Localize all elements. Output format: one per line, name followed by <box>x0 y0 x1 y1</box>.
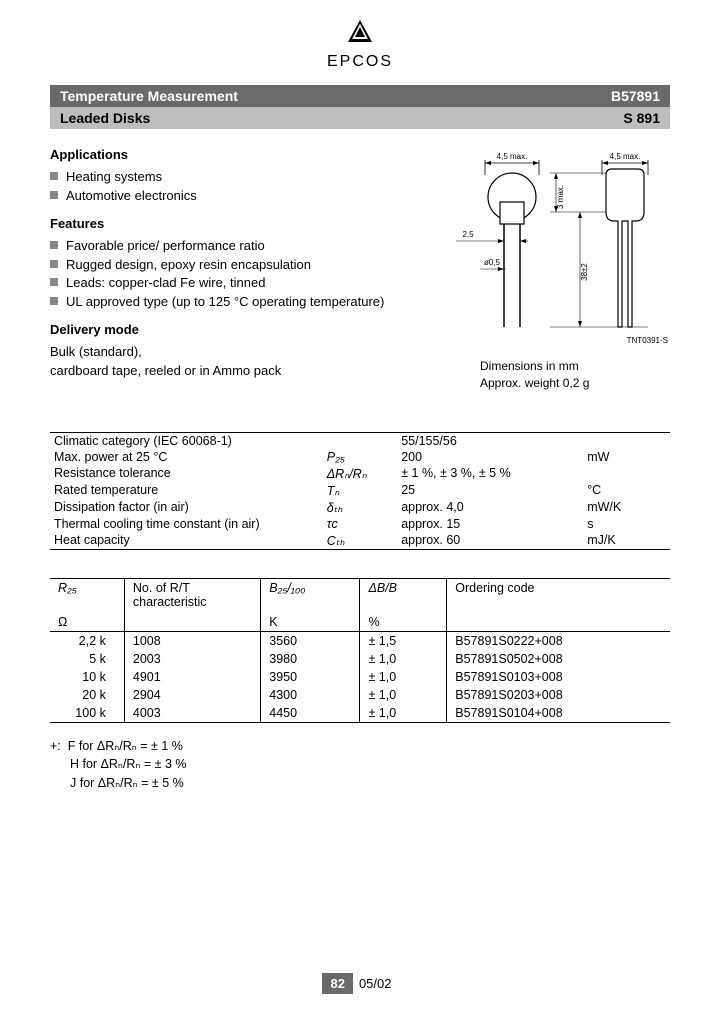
spec-sym <box>323 432 397 449</box>
delivery-text: Bulk (standard), cardboard tape, reeled … <box>50 343 425 381</box>
header-series: S 891 <box>623 110 660 126</box>
header-bar-dark: Temperature Measurement B57891 <box>50 85 670 107</box>
svg-text:3 max.: 3 max. <box>556 185 565 209</box>
svg-text:38±2: 38±2 <box>580 263 589 281</box>
tolerance-note: +: F for ΔRₙ/Rₙ = ± 1 % H for ΔRₙ/Rₙ = ±… <box>50 737 670 793</box>
col-r25: R₂₅ <box>50 578 124 611</box>
page-footer: 8205/02 <box>0 973 720 994</box>
list-item: Leads: copper-clad Fe wire, tinned <box>50 274 425 293</box>
list-item: Favorable price/ performance ratio <box>50 237 425 256</box>
spec-unit <box>583 432 670 449</box>
applications-heading: Applications <box>50 147 425 162</box>
component-diagram: 4,5 max. 2,5 ø0,5 <box>450 147 670 347</box>
svg-text:TNT0391-S: TNT0391-S <box>627 336 668 345</box>
svg-text:2,5: 2,5 <box>462 230 474 239</box>
spec-label: Climatic category (IEC 60068-1) <box>50 432 323 449</box>
col-code: Ordering code <box>447 578 670 611</box>
col-rt: No. of R/T characteristic <box>124 578 260 611</box>
table-row: 5 k20033980± 1,0B57891S0502+008 <box>50 650 670 668</box>
specs-table: Climatic category (IEC 60068-1) 55/155/5… <box>50 432 670 550</box>
brand-logo: EPCOS <box>50 20 670 71</box>
svg-text:4,5 max.: 4,5 max. <box>610 152 641 161</box>
svg-text:4,5 max.: 4,5 max. <box>497 152 528 161</box>
epcos-triangle-icon <box>344 20 376 48</box>
footer-date: 05/02 <box>353 973 398 994</box>
ordering-table: R₂₅ No. of R/T characteristic B₂₅/₁₀₀ ΔB… <box>50 578 670 723</box>
header-partno: B57891 <box>611 88 660 104</box>
delivery-heading: Delivery mode <box>50 322 425 337</box>
features-list: Favorable price/ performance ratio Rugge… <box>50 237 425 312</box>
col-db: ΔB/B <box>360 578 447 611</box>
col-b: B₂₅/₁₀₀ <box>261 578 360 611</box>
svg-text:ø0,5: ø0,5 <box>484 258 501 267</box>
page-number: 82 <box>322 973 352 994</box>
header-subtitle: Leaded Disks <box>60 110 150 126</box>
table-row: 2,2 k10083560± 1,5B57891S0222+008 <box>50 631 670 650</box>
list-item: UL approved type (up to 125 °C operating… <box>50 293 425 312</box>
list-item: Heating systems <box>50 168 425 187</box>
table-row: 20 k29044300± 1,0B57891S0203+008 <box>50 686 670 704</box>
brand-text: EPCOS <box>50 53 670 71</box>
list-item: Automotive electronics <box>50 187 425 206</box>
header-title: Temperature Measurement <box>60 88 238 104</box>
table-row: 100 k40034450± 1,0B57891S0104+008 <box>50 704 670 723</box>
table-row: 10 k49013950± 1,0B57891S0103+008 <box>50 668 670 686</box>
spec-val: 55/155/56 <box>397 432 583 449</box>
header-bar-light: Leaded Disks S 891 <box>50 107 670 129</box>
diagram-caption: Dimensions in mm Approx. weight 0,2 g <box>440 358 670 392</box>
list-item: Rugged design, epoxy resin encapsulation <box>50 256 425 275</box>
applications-list: Heating systems Automotive electronics <box>50 168 425 206</box>
features-heading: Features <box>50 216 425 231</box>
